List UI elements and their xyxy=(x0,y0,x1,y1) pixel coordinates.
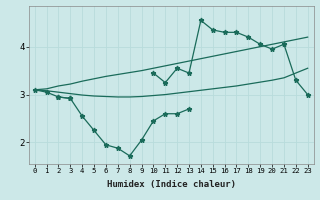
X-axis label: Humidex (Indice chaleur): Humidex (Indice chaleur) xyxy=(107,180,236,189)
